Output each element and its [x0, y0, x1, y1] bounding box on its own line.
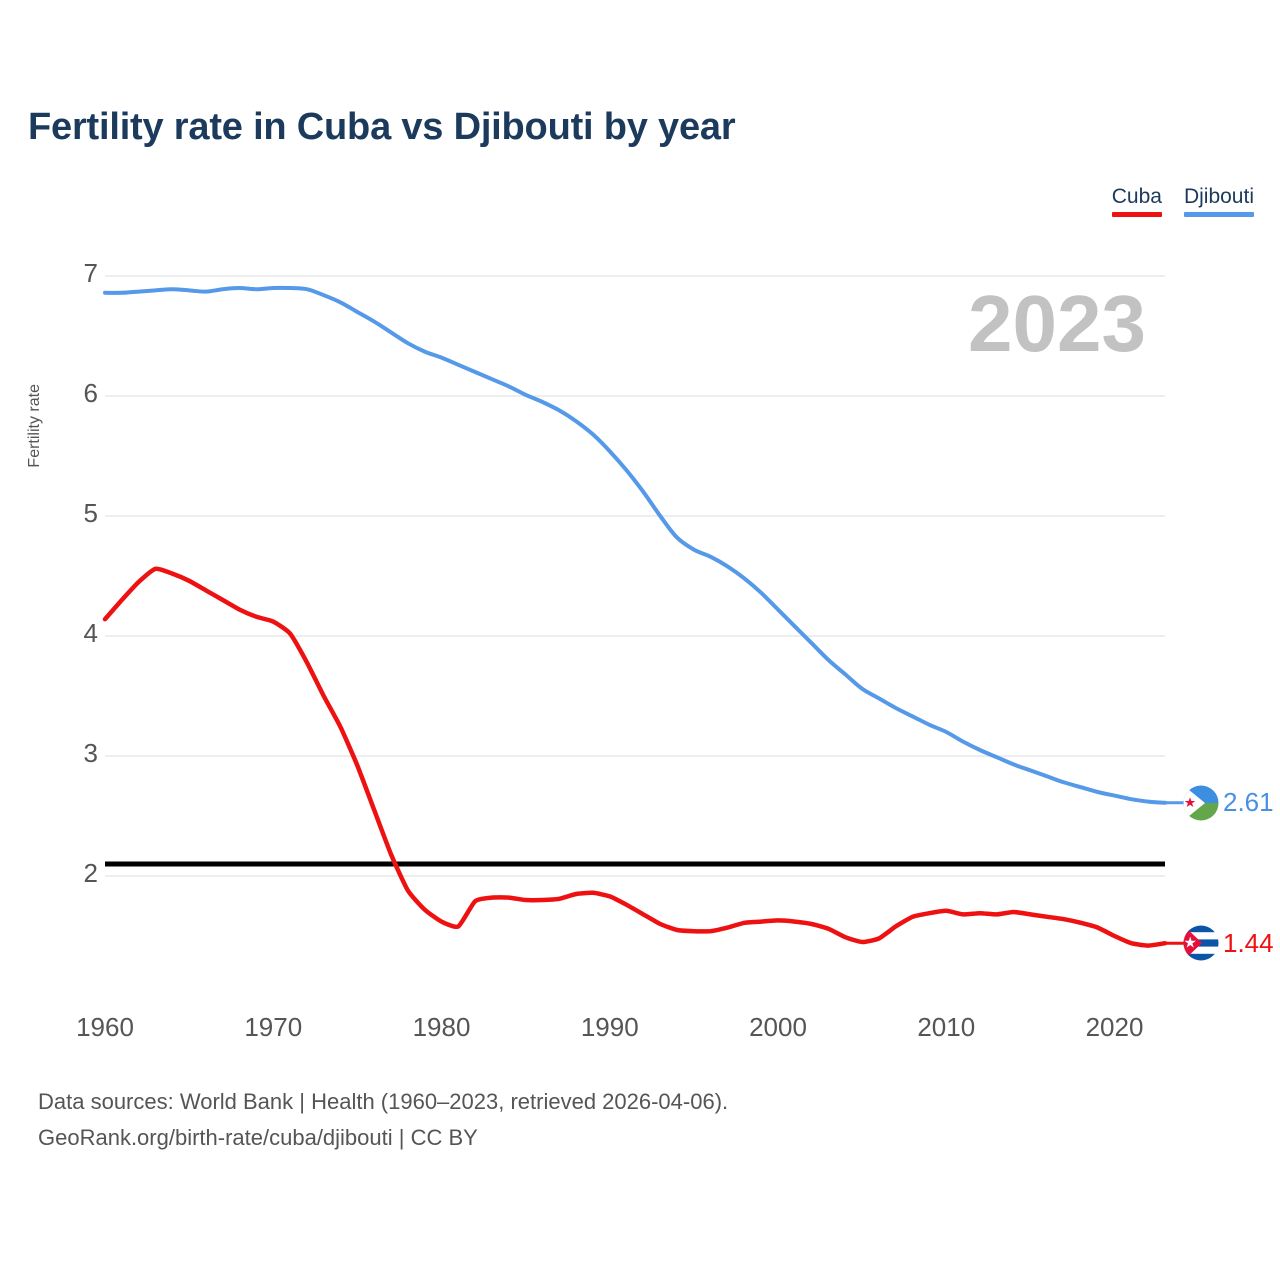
y-tick-label: 3	[83, 738, 98, 768]
legend-item-djibouti[interactable]: Djibouti	[1183, 185, 1254, 217]
djibouti-end-value: 2.61	[1223, 787, 1274, 818]
cuba-end-label: 1.44	[1183, 925, 1274, 961]
x-tick-label: 2020	[1085, 1012, 1144, 1042]
legend-rule-cuba	[1111, 211, 1162, 217]
y-tick-label: 2	[83, 858, 98, 888]
chart-legend: Cuba Djibouti	[1111, 185, 1254, 217]
footer-line-2: GeoRank.org/birth-rate/cuba/djibouti | C…	[38, 1125, 478, 1151]
x-tick-label: 1960	[76, 1012, 134, 1042]
page-title: Fertility rate in Cuba vs Djibouti by ye…	[28, 106, 736, 148]
x-tick-label: 1990	[580, 1012, 639, 1042]
series-line-djibouti	[103, 285, 1167, 805]
gridlines	[105, 275, 1165, 877]
legend-rule-djibouti	[1183, 211, 1254, 217]
djibouti-flag-icon	[1183, 785, 1219, 821]
legend-item-cuba[interactable]: Cuba	[1111, 185, 1162, 217]
x-tick-label: 2010	[917, 1012, 976, 1042]
y-tick-label: 5	[83, 498, 98, 528]
djibouti-end-label: 2.61	[1183, 785, 1274, 821]
legend-label-djibouti: Djibouti	[1183, 185, 1254, 208]
y-tick-label: 4	[83, 618, 98, 648]
x-tick-label: 1970	[244, 1012, 303, 1042]
y-tick-label: 6	[83, 378, 98, 408]
series-line-cuba	[102, 566, 1168, 948]
legend-label-cuba: Cuba	[1111, 185, 1162, 208]
y-tick-label: 7	[83, 258, 98, 288]
x-tick-label: 1980	[412, 1012, 471, 1042]
plot-area	[102, 275, 1187, 948]
footer-attribution: Data sources: World Bank | Health (1960–…	[38, 1084, 728, 1157]
x-tick-label: 2000	[749, 1012, 807, 1042]
watermark-year: 2023	[968, 279, 1146, 368]
footer-line-1: Data sources: World Bank | Health (1960–…	[38, 1089, 729, 1114]
cuba-flag-icon	[1183, 925, 1219, 961]
cuba-end-value: 1.44	[1223, 927, 1274, 958]
